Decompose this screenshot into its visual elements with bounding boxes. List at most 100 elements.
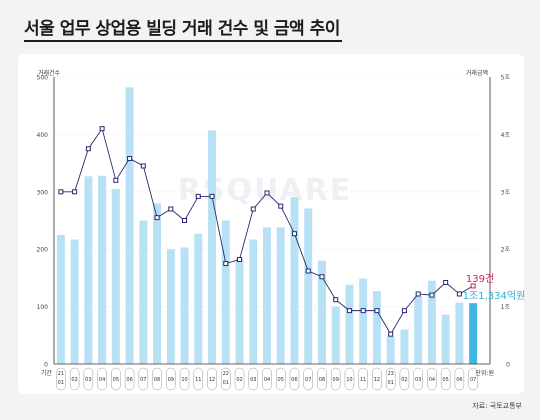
bar [441, 314, 450, 364]
left-tick-label: 100 [37, 304, 49, 311]
x-label-pill [289, 367, 300, 391]
line-point [209, 193, 215, 199]
bar [125, 87, 134, 364]
x-tick-label: 05 [113, 377, 119, 383]
line-point [85, 146, 91, 152]
left-tick-label: 0 [44, 362, 48, 369]
bar [290, 196, 299, 364]
x-tick-label: 09 [333, 377, 339, 383]
right-tick-label: 2조 [501, 247, 511, 254]
bar [455, 302, 464, 364]
right-tick-label: 4조 [501, 132, 511, 139]
line-point [319, 274, 325, 280]
bar [166, 249, 175, 364]
bar [153, 203, 162, 364]
line-point [415, 291, 421, 297]
x-label-pill [83, 367, 94, 391]
x-year-label: 22 [223, 371, 229, 377]
bar [400, 329, 409, 364]
x-label-pill [179, 367, 190, 391]
line-point [140, 163, 146, 169]
x-label-pill [413, 367, 423, 391]
bar [414, 296, 423, 364]
x-tick-label: 06 [456, 377, 462, 383]
x-label-pill [440, 367, 451, 391]
line-point [154, 215, 160, 221]
bar [249, 239, 258, 364]
x-label-pill [303, 367, 313, 391]
x-axis-title: 기간 [41, 369, 53, 377]
line-point [250, 206, 256, 212]
title-underline [24, 40, 342, 42]
x-label-pill [262, 367, 272, 391]
bar [276, 227, 285, 364]
bar [372, 291, 381, 364]
x-tick-label: 08 [319, 377, 325, 383]
x-label-pill [385, 367, 396, 391]
x-tick-label: 04 [99, 377, 105, 383]
right-tick-label: 1조 [501, 304, 511, 311]
x-label-pill [372, 367, 382, 391]
bar [359, 278, 368, 364]
x-tick-label: 12 [374, 377, 380, 383]
line-point [470, 283, 476, 289]
line-point [374, 308, 380, 314]
line-point [291, 231, 297, 237]
bar [111, 188, 120, 364]
line-point [99, 126, 105, 132]
x-label-pill [56, 367, 66, 391]
axes: 0 100 200 300 400 500 0 1조 2조 3조 4조 5조 [37, 75, 511, 369]
left-tick-label: 300 [37, 189, 49, 196]
chart-title: 서울 업무 상업용 빌딩 거래 건수 및 금액 추이 [24, 19, 340, 39]
x-label-pill [221, 367, 231, 391]
bar [221, 220, 230, 364]
line-point [456, 291, 462, 297]
x-tick-label: 05 [442, 377, 448, 383]
x-label-pill [248, 367, 259, 391]
x-tick-label: 02 [236, 377, 242, 383]
x-label-pill [275, 367, 286, 391]
left-axis-title: 거래건수 [38, 69, 61, 77]
bar-series [56, 87, 478, 364]
line-series [58, 126, 476, 337]
line-point [113, 177, 119, 183]
x-tick-label: 03 [85, 377, 91, 383]
line-point [182, 218, 188, 223]
left-tick-label: 200 [37, 247, 49, 254]
line-point [278, 203, 284, 209]
bar [427, 280, 436, 364]
line-point [72, 189, 78, 195]
bar [235, 258, 244, 364]
x-tick-label: 01 [223, 380, 229, 386]
x-label-pill [358, 367, 368, 391]
x-tick-label: 02 [71, 377, 77, 383]
line-point [127, 156, 133, 162]
bar [208, 130, 217, 364]
x-label-pill [111, 367, 121, 391]
watermark: RSQUARE [178, 173, 352, 208]
right-tick-label: 5조 [501, 75, 511, 82]
source-note: 자료: 국토교통부 [472, 402, 522, 410]
bar [317, 260, 326, 364]
unit-label: 단위:원 [475, 369, 494, 377]
last-amount-annotation: 1조1,334억원 [463, 290, 526, 302]
x-tick-label: 09 [168, 377, 174, 383]
line-point [264, 190, 270, 196]
x-label-pill [427, 367, 437, 391]
x-label-pill [193, 367, 204, 391]
x-tick-label: 08 [154, 377, 160, 383]
bar [98, 175, 107, 364]
right-tick-label: 3조 [501, 189, 511, 196]
line-point [360, 308, 366, 314]
bar [56, 234, 65, 364]
bar [180, 247, 189, 364]
x-tick-label: 07 [470, 377, 476, 383]
x-tick-label: 10 [346, 377, 352, 383]
bar [331, 306, 340, 364]
x-label-pill [138, 367, 149, 391]
x-tick-label: 03 [250, 377, 256, 383]
line-point [223, 261, 229, 267]
bar [386, 336, 395, 364]
x-label-pill [330, 367, 341, 391]
